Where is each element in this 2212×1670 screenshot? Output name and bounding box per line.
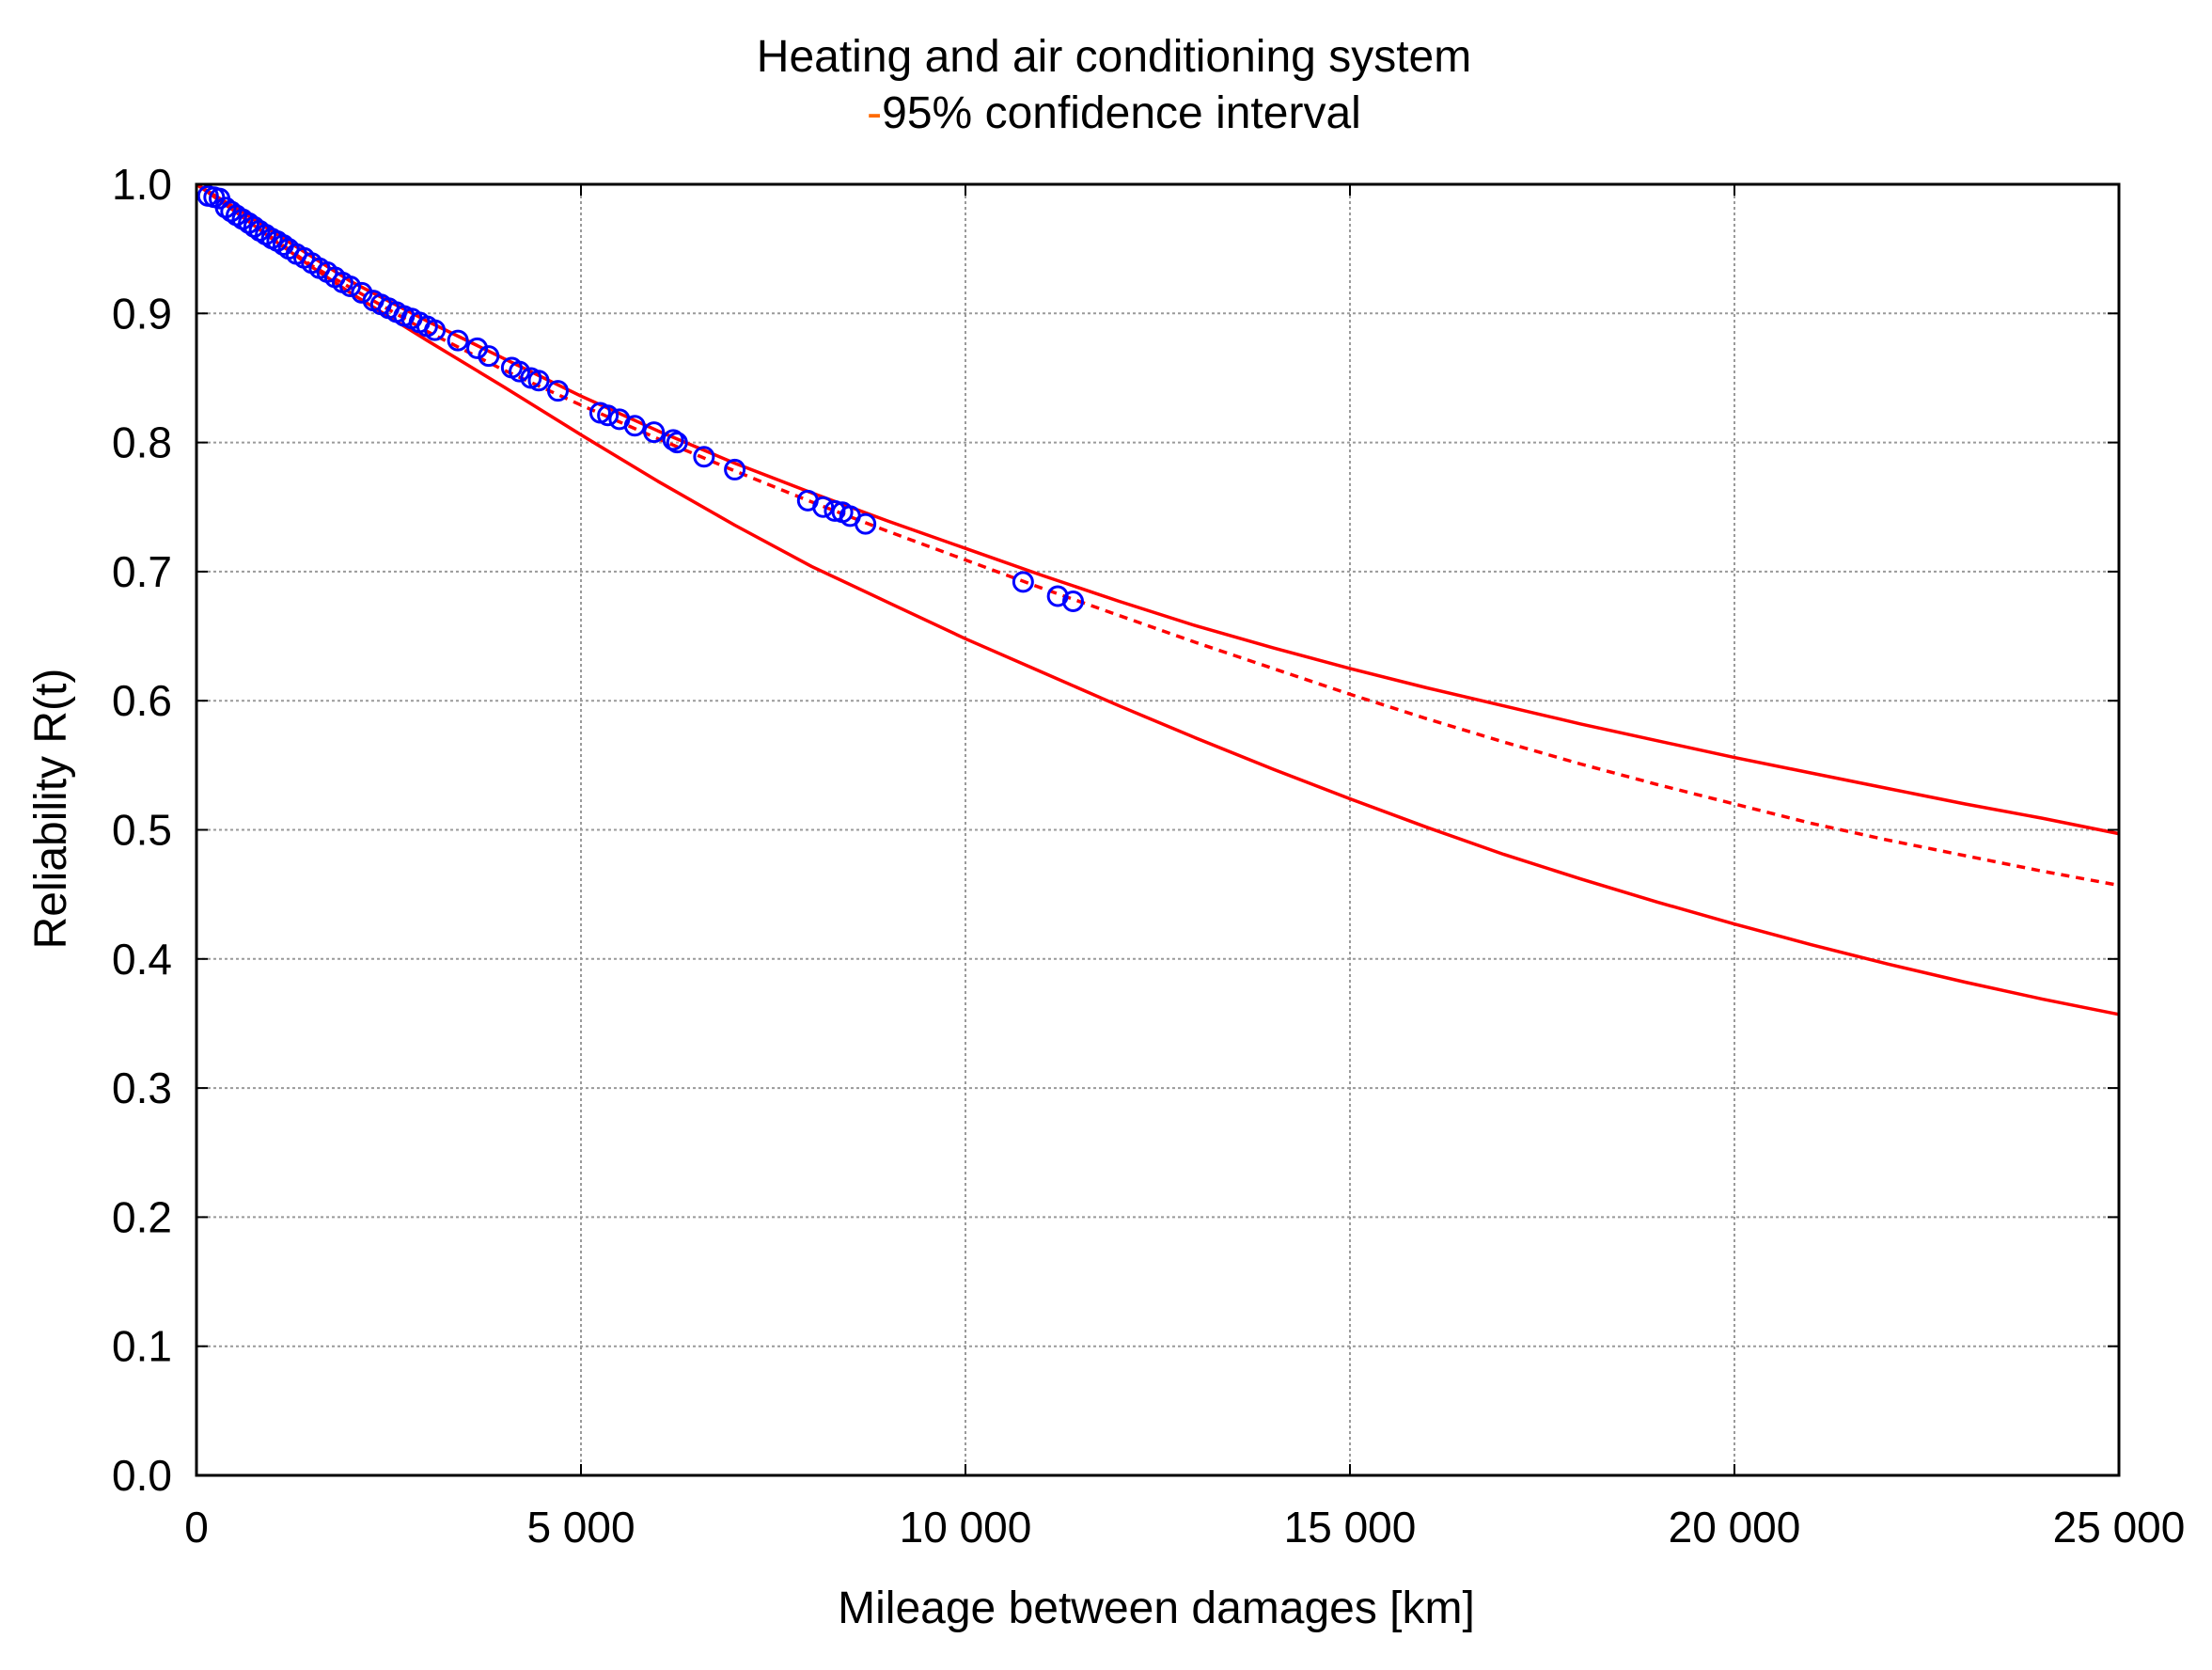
data-point (1062, 590, 1085, 612)
data-point (855, 512, 877, 535)
subtitle-text: 95% confidence interval (882, 88, 1361, 138)
subtitle-marker: - (867, 88, 882, 138)
x-tick-label: 20 000 (1669, 1503, 1801, 1552)
data-point (214, 197, 237, 219)
data-point (478, 345, 500, 368)
y-tick-label: 0.6 (112, 676, 172, 725)
y-tick-label: 0.3 (112, 1063, 172, 1112)
y-tick-label: 0.7 (112, 547, 172, 596)
y-tick-label: 0.9 (112, 289, 172, 338)
data-point (1012, 571, 1034, 593)
y-tick-label: 0.8 (112, 418, 172, 467)
y-tick-label: 0.4 (112, 935, 172, 984)
data-point (724, 458, 746, 481)
data-point (1046, 585, 1069, 607)
grid-lines (196, 184, 2119, 1475)
observed-points (196, 184, 1085, 612)
y-tick-label: 0.1 (112, 1322, 172, 1371)
data-point (643, 421, 666, 444)
chart-title: Heating and air conditioning system (757, 32, 1471, 82)
y-axis-ticks: 0.0 0.1 0.2 0.3 0.4 0.5 0.6 0.7 0.8 0.9 1.0 (112, 160, 2119, 1500)
x-axis-ticks: 0 5 000 10 000 15 000 20 000 25 000 (184, 184, 2185, 1552)
x-tick-label: 25 000 (2053, 1503, 2186, 1552)
data-point (546, 380, 569, 402)
y-tick-label: 0.2 (112, 1192, 172, 1241)
data-point (824, 499, 846, 522)
data-point (447, 329, 469, 352)
data-point (597, 404, 620, 427)
data-point (424, 319, 447, 341)
data-point (527, 370, 550, 392)
x-tick-label: 5 000 (526, 1503, 635, 1552)
data-point (339, 275, 362, 297)
data-point (812, 496, 835, 518)
data-point (662, 429, 684, 451)
y-axis-title: Reliability R(t) (26, 669, 76, 950)
data-point (666, 432, 688, 454)
y-tick-label: 0.0 (112, 1451, 172, 1500)
y-tick-label: 1.0 (112, 160, 172, 209)
data-point (623, 415, 646, 437)
data-point (238, 212, 260, 234)
data-point (693, 446, 715, 468)
x-tick-label: 15 000 (1284, 1503, 1417, 1552)
y-tick-label: 0.5 (112, 806, 172, 855)
x-tick-label: 0 (184, 1503, 209, 1552)
data-point (509, 360, 531, 383)
x-tick-label: 10 000 (900, 1503, 1032, 1552)
x-axis-title: Mileage between damages [km] (838, 1583, 1475, 1633)
chart-subtitle: -95% confidence interval (867, 88, 1361, 138)
